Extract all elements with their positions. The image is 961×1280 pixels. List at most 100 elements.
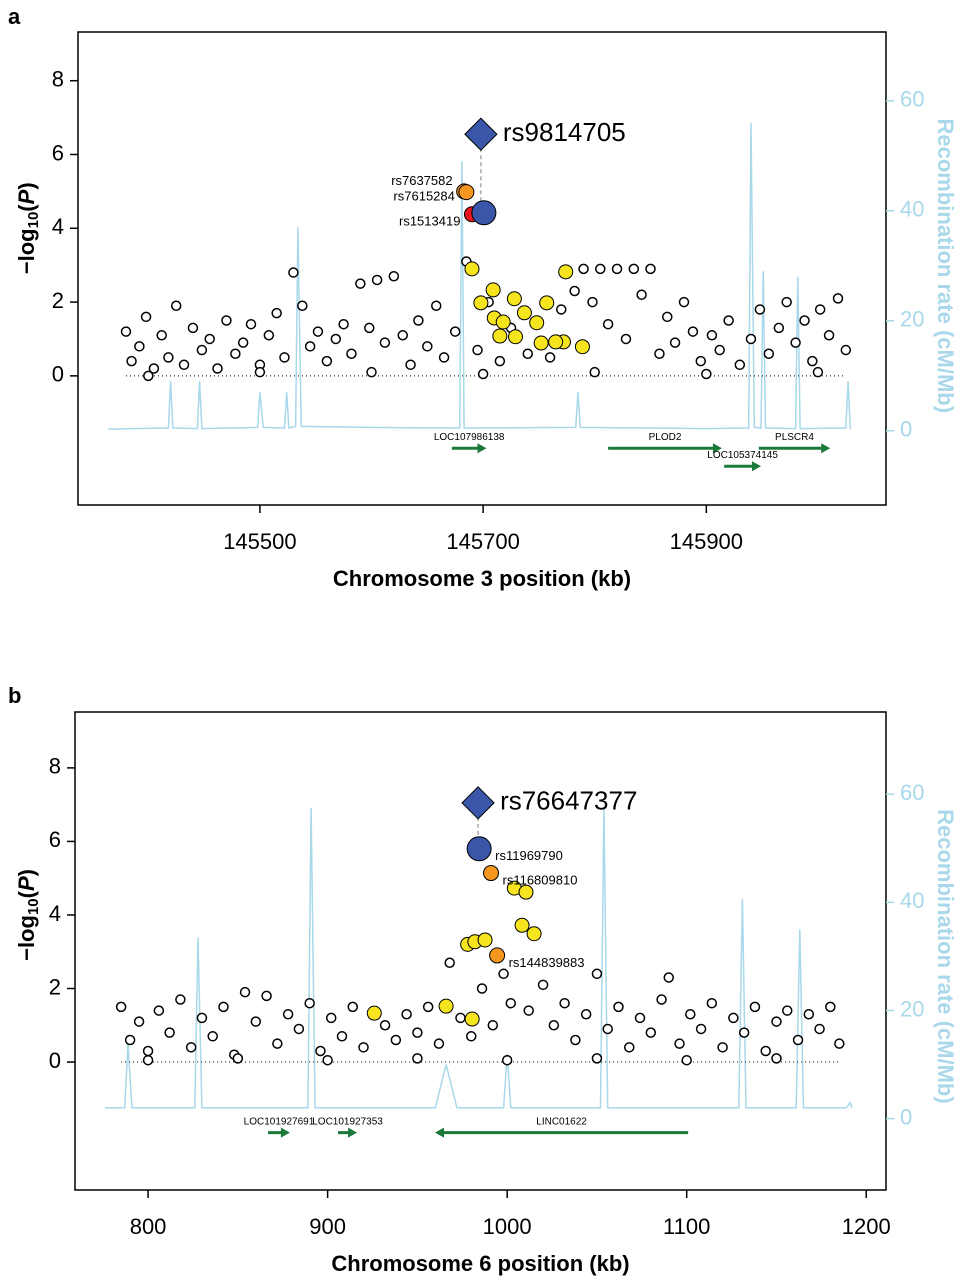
snp-point bbox=[346, 348, 357, 359]
snp-point bbox=[304, 997, 315, 1009]
snp-point bbox=[477, 932, 493, 948]
snp-point bbox=[483, 865, 500, 882]
snp-point bbox=[297, 300, 308, 312]
snp-point bbox=[115, 1001, 127, 1013]
panel-label: b bbox=[8, 683, 21, 708]
snp-point bbox=[438, 998, 454, 1014]
snp-point bbox=[537, 979, 549, 991]
snp-point bbox=[471, 200, 497, 226]
y2-tick-label: 0 bbox=[900, 417, 912, 442]
gene-label: LOC107986138 bbox=[434, 432, 505, 443]
snp-point bbox=[218, 1001, 229, 1013]
snp-point bbox=[548, 1020, 560, 1031]
lead-snp bbox=[461, 786, 495, 820]
y-label-part: ( bbox=[14, 204, 39, 212]
y2-tick-label: 20 bbox=[900, 307, 924, 332]
snp-point bbox=[230, 348, 241, 359]
gene-label: PLOD2 bbox=[649, 432, 682, 443]
snp-point bbox=[315, 1045, 326, 1057]
snp-point bbox=[321, 355, 333, 367]
snp-point bbox=[624, 1042, 635, 1053]
snp-point bbox=[245, 318, 257, 330]
snp-point bbox=[544, 352, 556, 363]
snp-point bbox=[455, 1012, 466, 1024]
snp-point bbox=[814, 1023, 825, 1035]
snp-point bbox=[516, 305, 532, 321]
snp-point bbox=[212, 363, 223, 374]
snp-point bbox=[413, 315, 424, 326]
y-label-part: 10 bbox=[25, 212, 42, 229]
snp-point bbox=[422, 341, 433, 352]
snp-point bbox=[371, 274, 383, 286]
snp-point bbox=[792, 1034, 804, 1046]
snp-point bbox=[620, 333, 632, 345]
y-tick-label: 8 bbox=[52, 67, 64, 92]
x-tick-label: 145700 bbox=[446, 529, 519, 554]
snp-point bbox=[487, 1020, 499, 1031]
snp-point bbox=[397, 330, 409, 341]
snp-point bbox=[678, 296, 690, 308]
snp-label: rs76647377 bbox=[500, 786, 637, 816]
snp-point bbox=[250, 1016, 262, 1027]
gene-arrowhead bbox=[752, 461, 762, 472]
snp-point bbox=[379, 337, 391, 348]
plot-frame bbox=[77, 31, 887, 506]
recombination-line bbox=[105, 807, 853, 1109]
snp-point bbox=[578, 263, 589, 275]
y-label-part: ( bbox=[14, 890, 39, 898]
x-tick-label: 900 bbox=[309, 1214, 346, 1239]
snp-point bbox=[803, 1008, 815, 1020]
snp-point bbox=[574, 339, 590, 355]
snp-point bbox=[773, 322, 785, 334]
snp-point bbox=[494, 355, 506, 367]
snp-point bbox=[282, 1008, 294, 1020]
gene-arrowhead bbox=[280, 1127, 290, 1138]
snp-point bbox=[771, 1053, 782, 1064]
snp-point bbox=[254, 366, 266, 378]
snp-point bbox=[312, 326, 324, 337]
snp-point bbox=[204, 333, 215, 345]
snp-point bbox=[760, 1045, 771, 1057]
snp-point bbox=[142, 1054, 154, 1066]
snp-point bbox=[514, 917, 530, 933]
snp-point bbox=[734, 359, 746, 371]
snp-point bbox=[695, 355, 706, 367]
y-axis-label: −log10(P) bbox=[14, 182, 42, 274]
snp-point bbox=[825, 1001, 836, 1013]
snp-point bbox=[156, 330, 167, 341]
snp-point bbox=[654, 348, 665, 359]
snp-point bbox=[580, 1008, 592, 1020]
x-tick-label: 1000 bbox=[483, 1214, 532, 1239]
snp-point bbox=[555, 304, 567, 315]
panel-label: a bbox=[8, 4, 21, 29]
snp-point bbox=[187, 322, 199, 334]
snp-point bbox=[178, 359, 190, 371]
y-label-part: −log bbox=[14, 228, 39, 274]
snp-point bbox=[602, 1023, 613, 1035]
snp-label: rs7637582 bbox=[391, 173, 452, 188]
snp-point bbox=[464, 1011, 480, 1027]
snp-point bbox=[438, 352, 450, 363]
snp-point bbox=[498, 968, 509, 980]
y-tick-label: 6 bbox=[52, 140, 64, 165]
snp-point bbox=[569, 285, 580, 297]
snp-point bbox=[714, 344, 725, 356]
snp-point bbox=[656, 994, 667, 1005]
snp-label: rs144839883 bbox=[509, 955, 585, 970]
y2-axis-label: Recombination rate (cM/Mb) bbox=[933, 118, 958, 413]
y2-tick-label: 20 bbox=[900, 996, 924, 1021]
y-tick-label: 8 bbox=[49, 754, 61, 779]
snp-point bbox=[279, 352, 290, 363]
snp-point bbox=[548, 334, 564, 350]
gene-arrowhead bbox=[712, 443, 722, 454]
snp-point bbox=[669, 337, 681, 348]
snp-point bbox=[799, 315, 810, 326]
snp-point bbox=[687, 326, 699, 337]
snp-point bbox=[501, 1054, 513, 1066]
snp-point bbox=[763, 348, 775, 359]
snp-point bbox=[745, 333, 757, 345]
snp-point bbox=[196, 1012, 208, 1024]
snp-point bbox=[390, 1034, 402, 1046]
snp-point bbox=[449, 326, 461, 337]
snp-point bbox=[507, 329, 523, 345]
